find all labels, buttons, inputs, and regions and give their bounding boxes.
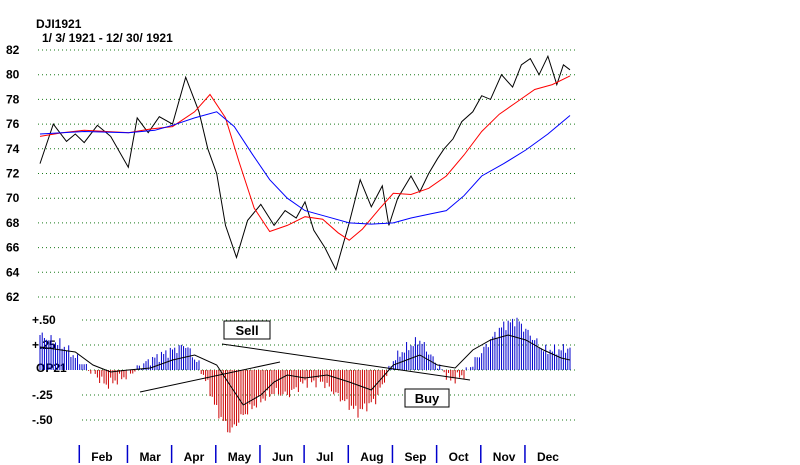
month-label: Nov xyxy=(493,450,516,464)
price-y-tick-label: 74 xyxy=(6,142,20,156)
month-label: Mar xyxy=(139,450,161,464)
price-y-tick-label: 68 xyxy=(6,216,20,230)
price-y-tick-label: 70 xyxy=(6,191,20,205)
price-series xyxy=(39,54,571,272)
oscillator-y-tick-label: -.25 xyxy=(32,388,53,402)
oscillator-histogram xyxy=(39,317,571,433)
buy-annotation-label: Buy xyxy=(415,391,440,406)
price-line xyxy=(39,54,571,272)
month-label: Apr xyxy=(184,450,205,464)
month-axis: Feb Mar Apr May Jun Jul Aug Sep Oct Nov Dec xyxy=(78,445,559,464)
price-gridlines xyxy=(38,49,575,298)
month-label: Jun xyxy=(272,450,293,464)
price-y-tick-label: 72 xyxy=(6,167,20,181)
chart-subtitle: 1/ 3/ 1921 - 12/ 30/ 1921 xyxy=(42,31,173,45)
chart-title: DJI1921 xyxy=(36,17,82,31)
moving-average-long xyxy=(39,111,571,225)
oscillator-series xyxy=(39,334,571,406)
price-y-tick-label: 78 xyxy=(6,92,20,106)
month-label: Jul xyxy=(316,450,333,464)
trendline-lower xyxy=(139,361,281,393)
month-label: Aug xyxy=(360,450,383,464)
price-y-tick-label: 66 xyxy=(6,241,20,255)
oscillator-y-tick-label: -.50 xyxy=(32,413,53,427)
month-label: Dec xyxy=(537,450,559,464)
price-y-tick-label: 82 xyxy=(6,43,20,57)
price-y-tick-label: 80 xyxy=(6,68,20,82)
sell-annotation-label: Sell xyxy=(235,323,258,338)
month-label: May xyxy=(228,450,252,464)
oscillator-y-tick-label: +.50 xyxy=(32,313,56,327)
price-y-tick-label: 64 xyxy=(6,265,20,279)
buy-annotation-box xyxy=(404,388,450,408)
price-y-tick-label: 62 xyxy=(6,290,20,304)
trendline-upper xyxy=(221,343,471,381)
price-y-tick-label: 76 xyxy=(6,117,20,131)
price-y-ticks: 62 64 66 68 70 72 74 76 78 80 82 xyxy=(6,43,20,304)
month-label: Sep xyxy=(404,450,426,464)
month-label: Oct xyxy=(449,450,469,464)
sell-annotation-box xyxy=(223,320,271,340)
oscillator-average-line xyxy=(39,334,571,406)
month-label: Feb xyxy=(91,450,112,464)
moving-average-short xyxy=(39,75,571,241)
